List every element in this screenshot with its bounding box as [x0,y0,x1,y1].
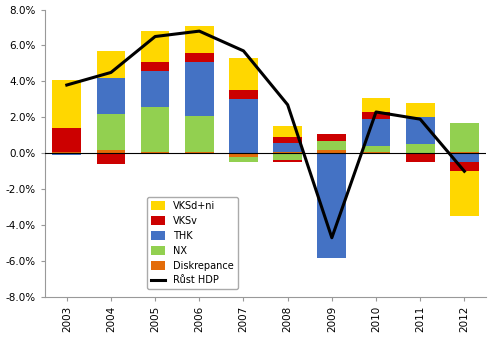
Bar [362,112,390,119]
Bar [96,51,125,78]
Bar [450,153,479,162]
Bar [406,144,434,153]
Bar [141,31,170,62]
Bar [317,150,346,153]
Bar [229,58,258,90]
Bar [229,99,258,153]
Bar [53,153,81,155]
Bar [96,150,125,153]
Bar [53,128,81,151]
Bar [274,143,302,151]
Bar [96,114,125,150]
Bar [317,134,346,141]
Bar [141,106,170,151]
Bar [406,117,434,144]
Bar [96,153,125,164]
Bar [362,146,390,151]
Bar [317,153,346,258]
Bar [274,161,302,162]
Bar [141,151,170,153]
Bar [229,90,258,99]
Bar [185,151,214,153]
Bar [362,119,390,146]
Bar [274,126,302,137]
Bar [229,153,258,157]
Bar [141,71,170,106]
Bar [406,103,434,117]
Bar [274,151,302,153]
Bar [185,116,214,151]
Bar [141,62,170,71]
Bar [185,62,214,116]
Bar [362,98,390,112]
Bar [450,151,479,153]
Bar [450,171,479,216]
Bar [53,151,81,153]
Bar [53,80,81,128]
Bar [362,151,390,153]
Bar [450,162,479,171]
Bar [229,157,258,162]
Bar [406,153,434,162]
Bar [274,137,302,143]
Bar [185,26,214,53]
Bar [96,78,125,114]
Legend: VKSd+ni, VKSv, THK, NX, Diskrepance, Růst HDP: VKSd+ni, VKSv, THK, NX, Diskrepance, Růs… [147,197,238,289]
Bar [317,141,346,150]
Bar [274,153,302,161]
Bar [185,53,214,62]
Bar [450,123,479,151]
